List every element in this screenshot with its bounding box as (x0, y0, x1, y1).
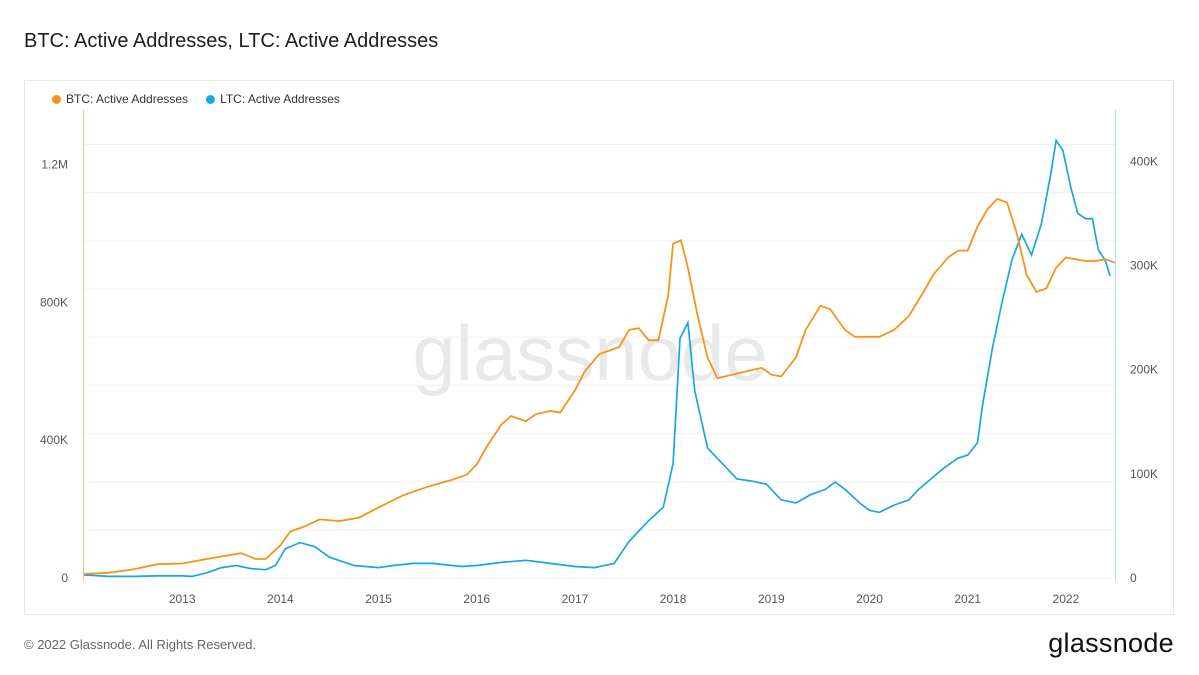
x-tick-label: 2022 (1053, 592, 1080, 606)
legend-ltc-dot (206, 94, 216, 104)
left-y-tick-label: 400K (40, 433, 68, 447)
x-tick-label: 2013 (169, 592, 196, 606)
copyright-footer: © 2022 Glassnode. All Rights Reserved. (24, 637, 257, 652)
x-tick-label: 2020 (856, 592, 883, 606)
left-y-tick-label: 800K (40, 295, 68, 309)
watermark-text: glassnode (412, 309, 768, 397)
x-tick-label: 2019 (758, 592, 785, 606)
x-tick-label: 2021 (954, 592, 981, 606)
series-line-btc (83, 197, 1116, 575)
right-y-tick-label: 200K (1130, 363, 1158, 377)
right-y-tick-label: 400K (1130, 154, 1158, 168)
grid-lines (84, 143, 1115, 579)
x-axis-ticks: 2013 2014 2015 2016 2017 2018 2019 2020 2021 2022 (169, 592, 1080, 606)
legend-ltc-label: LTC: Active Addresses (220, 92, 340, 106)
legend-item-btc[interactable]: BTC: Active Addresses (52, 92, 188, 106)
x-tick-label: 2017 (562, 592, 589, 606)
brand-logo[interactable]: glassnode (1048, 628, 1174, 658)
right-y-tick-label: 300K (1130, 258, 1158, 272)
page-title: BTC: Active Addresses, LTC: Active Addre… (24, 30, 439, 52)
legend-btc-dot (52, 94, 61, 104)
legend-btc-label: BTC: Active Addresses (66, 92, 189, 106)
x-tick-label: 2014 (267, 592, 294, 606)
left-y-tick-label: 0 (61, 571, 68, 585)
series-line-ltc (83, 138, 1111, 578)
right-y-tick-label: 0 (1130, 571, 1137, 585)
x-tick-label: 2015 (365, 592, 392, 606)
x-tick-label: 2016 (463, 592, 490, 606)
right-y-ticks: 0 100K 200K 300K 400K (1130, 154, 1158, 585)
x-tick-label: 2018 (660, 592, 687, 606)
chart-panel (24, 80, 1174, 615)
left-y-tick-label: 1.2M (41, 157, 68, 171)
right-y-tick-label: 100K (1130, 467, 1158, 481)
chart-legend: BTC: Active Addresses LTC: Active Addres… (52, 92, 340, 106)
legend-item-ltc[interactable]: LTC: Active Addresses (206, 92, 340, 106)
left-y-ticks: 0 400K 800K 1.2M (40, 157, 68, 585)
